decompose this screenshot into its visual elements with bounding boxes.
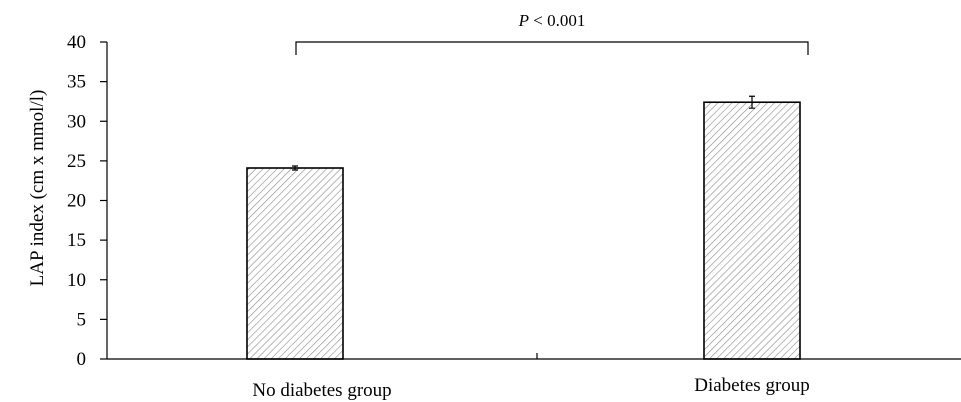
significance-annotation: P < 0.001 [518,11,586,30]
y-tick-label: 10 [67,270,86,291]
y-tick-label: 40 [67,32,86,53]
y-tick-label: 15 [67,230,86,251]
bar-0 [246,167,344,360]
significance-bracket [295,41,809,55]
error-bar-1 [749,95,755,109]
bar-1 [703,101,801,360]
y-tick-label: 0 [77,349,87,370]
category-label-0: No diabetes group [252,380,391,401]
y-tick-label: 35 [67,72,86,93]
bars-layer [246,101,801,360]
y-tick-label: 5 [77,309,87,330]
y-axis-label: LAP index (cm x mmol/l) [27,90,48,287]
error-bars-layer [292,95,755,171]
category-label-1: Diabetes group [694,375,810,396]
p-symbol: P [518,11,529,30]
p-value: < 0.001 [529,11,585,30]
error-bar-0 [292,165,298,171]
y-tick-label: 20 [67,191,86,212]
y-tick-label: 25 [67,151,86,172]
y-tick-label: 30 [67,111,86,132]
y-ticks-layer: 0 5 10 15 20 25 30 35 40 [67,32,107,370]
